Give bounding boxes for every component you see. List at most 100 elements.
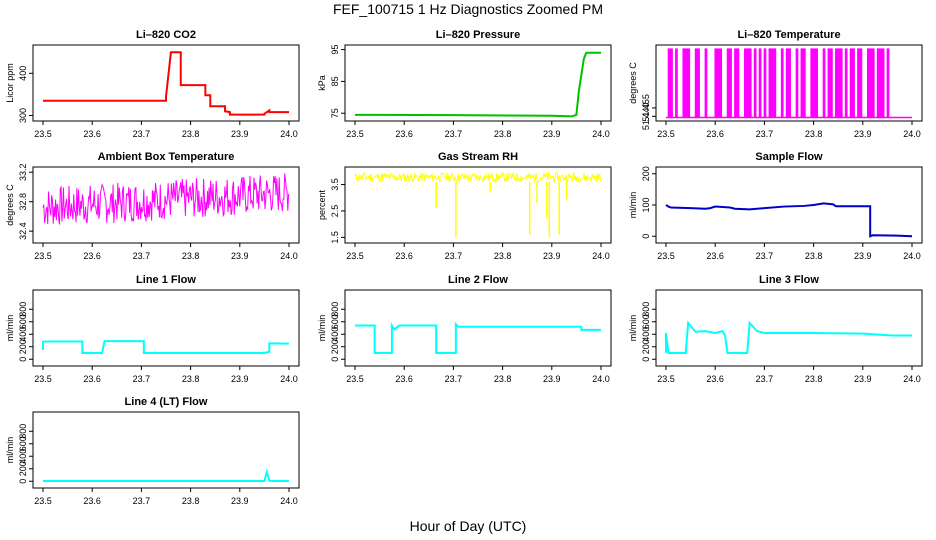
y-tick-label: 51.440 <box>641 103 651 131</box>
series-line <box>354 51 601 118</box>
x-tick-label: 23.5 <box>346 374 364 384</box>
series-line <box>666 48 912 119</box>
y-tick-label: 600 <box>330 314 340 329</box>
plot-frame <box>655 289 923 367</box>
panel-title: Line 3 Flow <box>759 274 819 286</box>
y-tick-label: 0 <box>18 357 28 362</box>
x-tick-label: 23.7 <box>756 129 774 139</box>
x-tick-label: 23.6 <box>395 129 413 139</box>
x-tick-label: 23.7 <box>445 129 463 139</box>
x-tick-label: 23.6 <box>83 496 101 506</box>
x-tick-label: 23.7 <box>756 374 774 384</box>
x-tick-label: 23.8 <box>805 374 823 384</box>
y-tick-label: 400 <box>18 327 28 342</box>
x-tick-label: 23.5 <box>34 129 52 139</box>
x-tick-label: 24.0 <box>592 374 610 384</box>
x-tick-label: 24.0 <box>280 251 298 261</box>
panel-title: Line 4 (LT) Flow <box>125 396 208 408</box>
chart-panel-7: Line 1 Flow ml/min 23.5 23.6 23.7 23.8 23.9 24.… <box>5 274 300 384</box>
panel-title: Li–820 Pressure <box>436 29 520 41</box>
y-axis-label: ml/min <box>5 315 15 342</box>
x-tick-label: 23.9 <box>231 496 249 506</box>
y-tick-label: 200 <box>18 461 28 476</box>
y-axis-label: degrees C <box>5 184 15 226</box>
x-tick-label: 23.8 <box>182 129 200 139</box>
x-tick-label: 23.7 <box>756 251 774 261</box>
page-title: FEF_100715 1 Hz Diagnostics Zoomed PM <box>332 1 603 17</box>
y-tick-label: 400 <box>641 327 651 342</box>
y-tick-label: 800 <box>641 302 651 317</box>
y-tick-label: 200 <box>18 339 28 354</box>
y-axis-label: ml/min <box>5 437 15 464</box>
x-tick-label: 23.9 <box>543 251 561 261</box>
panel-title: Li–820 CO2 <box>136 29 196 41</box>
plot-frame <box>344 44 612 122</box>
x-tick-label: 24.0 <box>903 251 921 261</box>
y-tick-label: 400 <box>18 66 28 81</box>
panel-title: Gas Stream RH <box>438 151 518 163</box>
y-tick-label: 0 <box>330 357 340 362</box>
x-tick-label: 24.0 <box>903 129 921 139</box>
x-tick-label: 23.5 <box>346 129 364 139</box>
x-tick-label: 23.5 <box>34 374 52 384</box>
y-tick-label: 400 <box>330 327 340 342</box>
x-tick-label: 23.9 <box>854 374 872 384</box>
x-tick-label: 24.0 <box>592 129 610 139</box>
x-tick-label: 24.0 <box>280 129 298 139</box>
y-tick-label: 51.455 <box>641 94 651 122</box>
plot-frame <box>32 411 300 489</box>
x-tick-label: 23.7 <box>133 129 151 139</box>
y-axis-label: ml/min <box>628 315 638 342</box>
x-tick-label: 23.6 <box>706 374 724 384</box>
plot-frame <box>32 44 300 122</box>
plot-frame <box>655 166 923 244</box>
x-tick-label: 23.7 <box>445 374 463 384</box>
x-tick-label: 23.6 <box>83 251 101 261</box>
y-tick-label: 800 <box>18 424 28 439</box>
x-tick-label: 23.9 <box>854 129 872 139</box>
chart-panel-8: Line 2 Flow ml/min 23.5 23.6 23.7 23.8 23.9 24.… <box>317 274 612 384</box>
y-tick-label: 3.5 <box>330 178 340 191</box>
chart-panel-1: Li–820 CO2 Licor ppm 23.5 23.6 23.7 23.8 23.9 2… <box>5 29 300 139</box>
y-tick-label: 200 <box>641 166 651 181</box>
y-tick-label: 32.8 <box>18 193 28 211</box>
y-axis-label: kPa <box>317 75 327 91</box>
plot-frame <box>32 166 300 244</box>
y-axis-label: Licor ppm <box>5 63 15 103</box>
y-tick-label: 600 <box>18 436 28 451</box>
x-tick-label: 23.6 <box>83 374 101 384</box>
y-tick-label: 0 <box>18 479 28 484</box>
chart-panel-2: Li–820 Pressure kPa 23.5 23.6 23.7 23.8 23.9 24… <box>317 29 612 139</box>
x-tick-label: 23.5 <box>34 251 52 261</box>
y-tick-label: 200 <box>641 339 651 354</box>
x-tick-label: 23.6 <box>395 374 413 384</box>
x-tick-label: 23.8 <box>182 251 200 261</box>
x-tick-label: 23.8 <box>182 374 200 384</box>
y-tick-label: 800 <box>330 302 340 317</box>
y-axis-label: ml/min <box>317 315 327 342</box>
x-tick-label: 23.9 <box>854 251 872 261</box>
x-tick-label: 23.9 <box>543 129 561 139</box>
series-line <box>43 468 289 482</box>
x-tick-label: 24.0 <box>280 374 298 384</box>
y-tick-label: 32.4 <box>18 222 28 240</box>
chart-panel-9: Line 3 Flow ml/min 23.5 23.6 23.7 23.8 23.9 24.… <box>628 274 923 384</box>
series-line <box>665 320 912 354</box>
panel-title: Ambient Box Temperature <box>98 151 235 163</box>
x-tick-label: 23.7 <box>133 374 151 384</box>
y-tick-label: 75 <box>330 108 340 118</box>
y-tick-label: 85 <box>330 76 340 86</box>
x-tick-label: 23.9 <box>231 129 249 139</box>
series-line <box>665 202 913 238</box>
chart-panel-5: Gas Stream RH percent 23.5 23.6 23.7 23.8 23.9… <box>317 151 612 261</box>
x-tick-label: 24.0 <box>903 374 921 384</box>
chart-panel-3: Li–820 Temperature degrees C 23.5 23.6 23.7 2… <box>628 29 923 139</box>
plot-frame <box>344 289 612 367</box>
panel-title: Li–820 Temperature <box>737 29 840 41</box>
x-tick-label: 23.7 <box>133 496 151 506</box>
y-tick-label: 1.5 <box>330 231 340 244</box>
series-line <box>42 340 290 354</box>
x-tick-label: 23.8 <box>182 496 200 506</box>
x-tick-label: 23.6 <box>83 129 101 139</box>
